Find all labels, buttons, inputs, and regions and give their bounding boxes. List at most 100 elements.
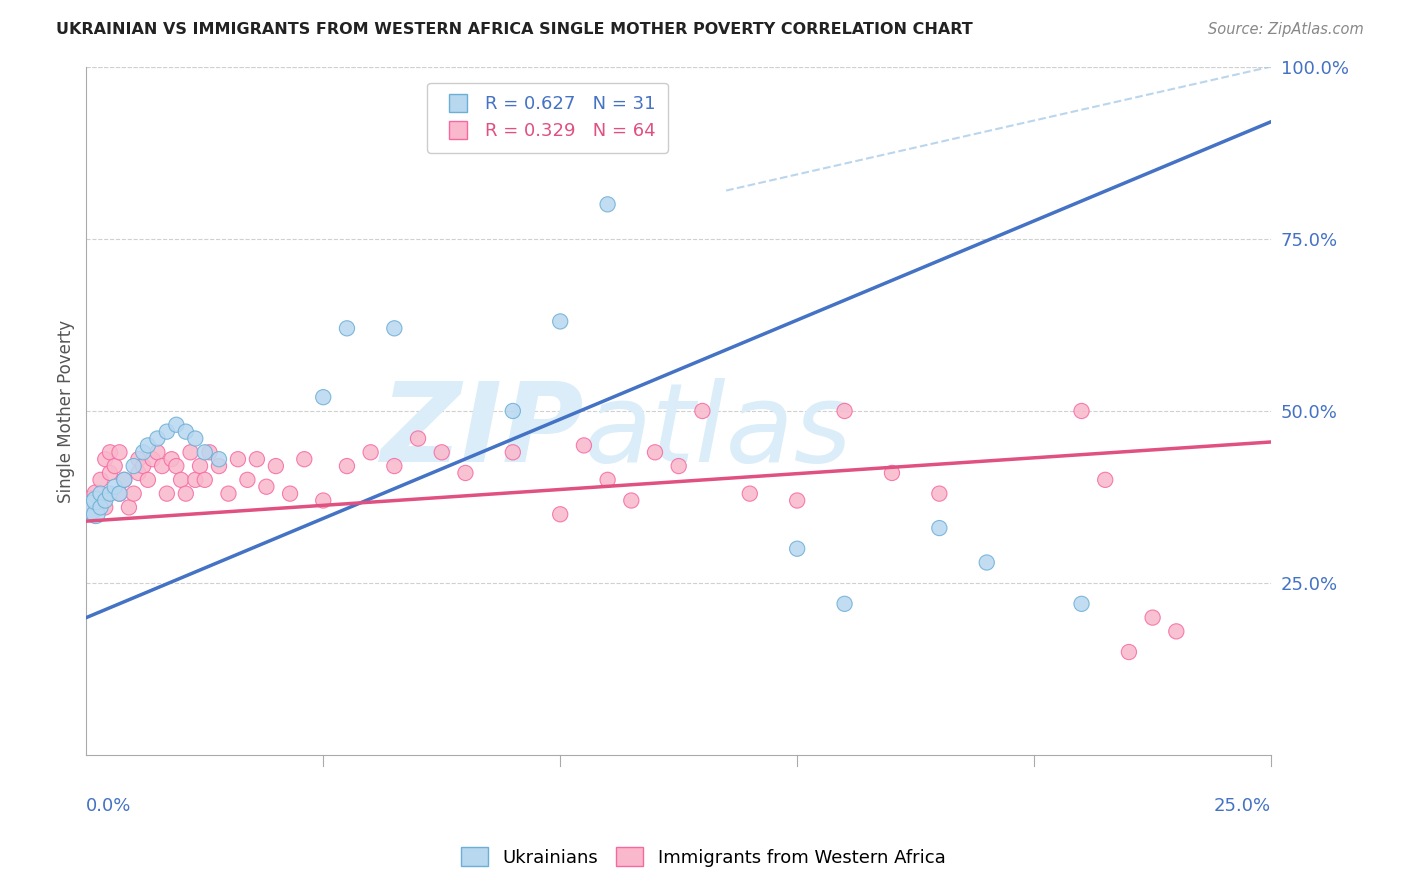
Point (89, 500, 111, 515)
Point (174, 425, 197, 439)
Point (194, 473, 217, 487)
Point (122, 486, 145, 500)
Point (112, 473, 135, 487)
Point (382, 459, 405, 474)
Legend: Ukrainians, Immigrants from Western Africa: Ukrainians, Immigrants from Western Afri… (454, 840, 952, 874)
Y-axis label: Single Mother Poverty: Single Mother Poverty (58, 319, 75, 502)
Point (150, 459, 173, 474)
Text: atlas: atlas (583, 378, 852, 485)
Point (1094, 473, 1116, 487)
Point (108, 486, 131, 500)
Point (104, 480, 127, 494)
Point (156, 486, 179, 500)
Point (226, 452, 249, 467)
Point (620, 493, 643, 508)
Point (136, 438, 159, 452)
Point (132, 445, 155, 459)
Text: 0.0%: 0.0% (86, 797, 132, 814)
Point (236, 473, 259, 487)
Legend: R = 0.627   N = 31, R = 0.329   N = 64: R = 0.627 N = 31, R = 0.329 N = 64 (427, 83, 668, 153)
Point (208, 452, 231, 467)
Point (188, 459, 211, 474)
Point (122, 459, 145, 474)
Point (108, 445, 131, 459)
Point (430, 445, 453, 459)
Point (1142, 610, 1164, 624)
Point (1118, 645, 1140, 659)
Point (254, 480, 277, 494)
Point (382, 321, 405, 335)
Point (336, 321, 359, 335)
Point (928, 521, 950, 535)
Point (136, 473, 159, 487)
Point (184, 473, 207, 487)
Point (834, 597, 856, 611)
Point (94, 493, 117, 508)
Point (502, 404, 524, 418)
Point (928, 486, 950, 500)
Text: ZIP: ZIP (381, 378, 583, 485)
Point (146, 432, 169, 446)
Point (165, 459, 187, 474)
Point (786, 493, 808, 508)
Point (174, 486, 197, 500)
Text: UKRAINIAN VS IMMIGRANTS FROM WESTERN AFRICA SINGLE MOTHER POVERTY CORRELATION CH: UKRAINIAN VS IMMIGRANTS FROM WESTERN AFR… (56, 22, 973, 37)
Point (278, 486, 301, 500)
Point (127, 466, 149, 480)
Point (127, 452, 149, 467)
Point (406, 432, 429, 446)
Point (80, 493, 103, 508)
Point (668, 459, 690, 474)
Point (548, 314, 571, 328)
Point (104, 459, 127, 474)
Point (246, 452, 269, 467)
Point (89, 486, 111, 500)
Point (208, 459, 231, 474)
Point (198, 445, 221, 459)
Point (692, 404, 714, 418)
Point (98, 466, 121, 480)
Point (94, 500, 117, 515)
Point (548, 508, 571, 522)
Point (738, 486, 761, 500)
Point (170, 473, 193, 487)
Point (118, 500, 141, 515)
Point (786, 541, 808, 556)
Point (112, 473, 135, 487)
Point (264, 459, 287, 474)
Point (180, 445, 202, 459)
Point (89, 473, 111, 487)
Point (165, 417, 187, 432)
Point (108, 486, 131, 500)
Point (880, 466, 903, 480)
Point (80, 500, 103, 515)
Point (84, 508, 107, 522)
Point (98, 486, 121, 500)
Point (132, 459, 155, 474)
Point (1070, 404, 1092, 418)
Point (1070, 597, 1092, 611)
Text: 25.0%: 25.0% (1213, 797, 1271, 814)
Point (336, 459, 359, 474)
Point (312, 493, 335, 508)
Point (976, 556, 998, 570)
Point (98, 445, 121, 459)
Point (834, 404, 856, 418)
Point (644, 445, 666, 459)
Point (502, 445, 524, 459)
Point (360, 445, 382, 459)
Point (572, 438, 595, 452)
Point (94, 452, 117, 467)
Point (194, 445, 217, 459)
Point (184, 432, 207, 446)
Point (217, 486, 239, 500)
Point (146, 445, 169, 459)
Point (142, 452, 165, 467)
Point (312, 390, 335, 404)
Point (84, 486, 107, 500)
Point (156, 425, 179, 439)
Point (84, 493, 107, 508)
Point (596, 473, 619, 487)
Point (292, 452, 315, 467)
Point (596, 197, 619, 211)
